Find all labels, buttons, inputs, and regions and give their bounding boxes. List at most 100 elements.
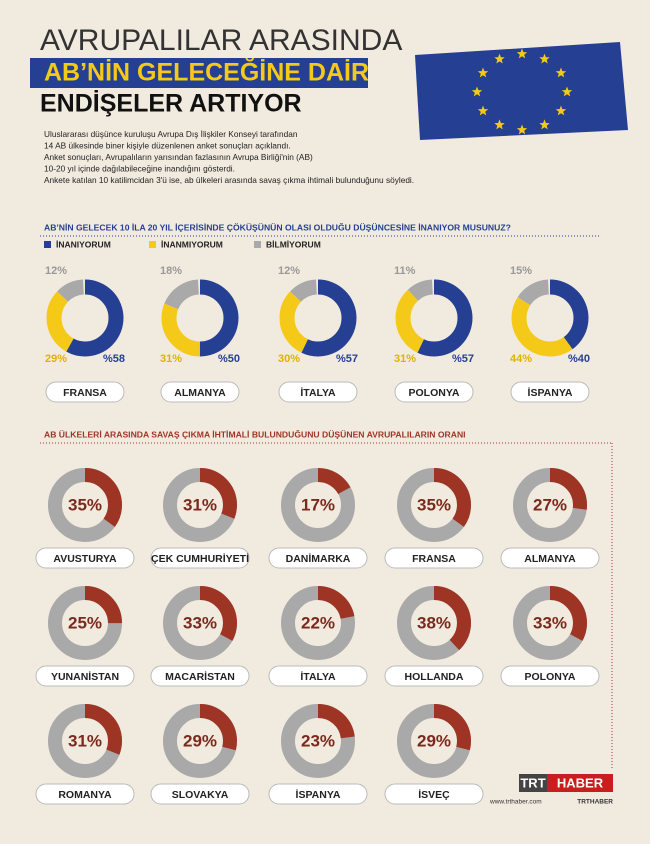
- country-label: HOLLANDA: [405, 671, 464, 683]
- star: [555, 105, 567, 116]
- country-pill: [150, 547, 250, 569]
- intro-line: Anket sonuçları, Avrupalıların yarısında…: [44, 152, 313, 162]
- title-band: [30, 58, 368, 88]
- country-pill: [394, 381, 474, 403]
- donut-segment: [48, 586, 122, 660]
- country-label: YUNANİSTAN: [51, 670, 119, 683]
- value-label: %58: [103, 353, 125, 365]
- country-pill: [150, 783, 250, 805]
- value-label: 33%: [183, 613, 217, 632]
- value-label: 31%: [394, 353, 416, 365]
- country-label: FRANSA: [412, 553, 456, 565]
- donut-segment: [281, 586, 355, 660]
- country-label: ÇEK CUMHURİYETİ: [151, 552, 249, 565]
- country-label: ROMANYA: [58, 789, 112, 801]
- legend-label: İNANIYORUM: [56, 239, 111, 249]
- value-label: 44%: [510, 353, 532, 365]
- country-label: İSPANYA: [528, 386, 573, 399]
- country-pill: [500, 665, 600, 687]
- title-line2: AB’NİN GELECEĞİNE DAİR: [44, 58, 369, 87]
- donut-segment: [511, 279, 589, 357]
- value-label: 33%: [533, 613, 567, 632]
- value-label: 27%: [533, 495, 567, 514]
- donut-segment: [46, 279, 124, 357]
- brand: HABER: [557, 775, 604, 790]
- star: [555, 67, 567, 78]
- value-label: 18%: [160, 265, 182, 277]
- value-label: 31%: [160, 353, 182, 365]
- donut-segment: [48, 704, 122, 778]
- value-label: 29%: [45, 353, 67, 365]
- country-label: ALMANYA: [524, 553, 576, 565]
- donut-segment: [279, 279, 357, 357]
- star: [471, 86, 483, 97]
- donut-segment: [163, 586, 237, 660]
- value-label: 30%: [278, 353, 300, 365]
- value-label: %40: [568, 353, 590, 365]
- country-pill: [268, 783, 368, 805]
- country-label: İSVEÇ: [418, 788, 450, 801]
- star: [494, 119, 505, 130]
- star: [516, 48, 528, 59]
- country-label: MACARİSTAN: [165, 670, 235, 683]
- donut-segment: [395, 279, 473, 357]
- value-label: 15%: [510, 265, 532, 277]
- donut-segment: [48, 468, 122, 542]
- country-pill: [268, 665, 368, 687]
- value-label: 29%: [417, 731, 451, 750]
- intro-line: 10-20 yıl içinde dağılabileceğine inandı…: [44, 164, 235, 174]
- value-label: %50: [218, 353, 240, 365]
- donut-segment: [46, 279, 124, 357]
- country-label: SLOVAKYA: [172, 789, 229, 801]
- star: [494, 53, 505, 64]
- star: [539, 53, 550, 64]
- footer: TRT HABER www.trthaber.com TRTHABER: [489, 774, 613, 806]
- donut-segment: [161, 279, 239, 357]
- donut-segment: [513, 468, 587, 542]
- country-pill: [160, 381, 240, 403]
- country-pill: [150, 665, 250, 687]
- value-label: 31%: [68, 731, 102, 750]
- chart1-title: AB’NİN GELECEK 10 İLA 20 YIL İÇERİSİNDE …: [44, 221, 511, 232]
- legend-swatch: [149, 241, 156, 248]
- eu-flag: [415, 42, 628, 140]
- intro-line: 14 AB ülkesinde biner kişiyle düzenlenen…: [44, 141, 291, 151]
- star: [539, 119, 550, 130]
- url: www.trthaber.com: [489, 799, 542, 806]
- value-label: 23%: [301, 731, 335, 750]
- donut-segment: [279, 279, 357, 357]
- country-label: DANİMARKA: [286, 552, 351, 565]
- donut-segment: [395, 279, 473, 357]
- value-label: 12%: [45, 265, 67, 277]
- title-line3: ENDİŞELER ARTIYOR: [40, 90, 302, 118]
- legend-swatch: [254, 241, 261, 248]
- value-label: 31%: [183, 495, 217, 514]
- handle: TRTHABER: [577, 799, 613, 806]
- donut-segment: [163, 468, 237, 542]
- country-pill: [268, 547, 368, 569]
- star: [516, 124, 528, 135]
- star: [561, 86, 573, 97]
- donut-segment: [163, 704, 237, 778]
- value-label: %57: [452, 353, 474, 365]
- donut-segment: [281, 704, 355, 778]
- donut-segment: [397, 468, 471, 542]
- country-label: İTALYA: [300, 670, 336, 683]
- country-pill: [35, 783, 135, 805]
- star: [477, 67, 489, 78]
- country-label: AVUSTURYA: [53, 553, 117, 565]
- country-pill: [278, 381, 358, 403]
- donut-segment: [511, 279, 589, 357]
- country-pill: [500, 547, 600, 569]
- country-pill: [384, 547, 484, 569]
- value-label: 12%: [278, 265, 300, 277]
- donut-segment: [397, 704, 471, 778]
- donut-segment: [281, 468, 355, 542]
- country-pill: [384, 665, 484, 687]
- donut-segment: [513, 586, 587, 660]
- title-line1: AVRUPALILAR ARASINDA: [40, 24, 402, 57]
- intro-line: Uluslararası düşünce kuruluşu Avrupa Dış…: [44, 129, 298, 139]
- legend-label: BİLMİYORUM: [266, 239, 321, 249]
